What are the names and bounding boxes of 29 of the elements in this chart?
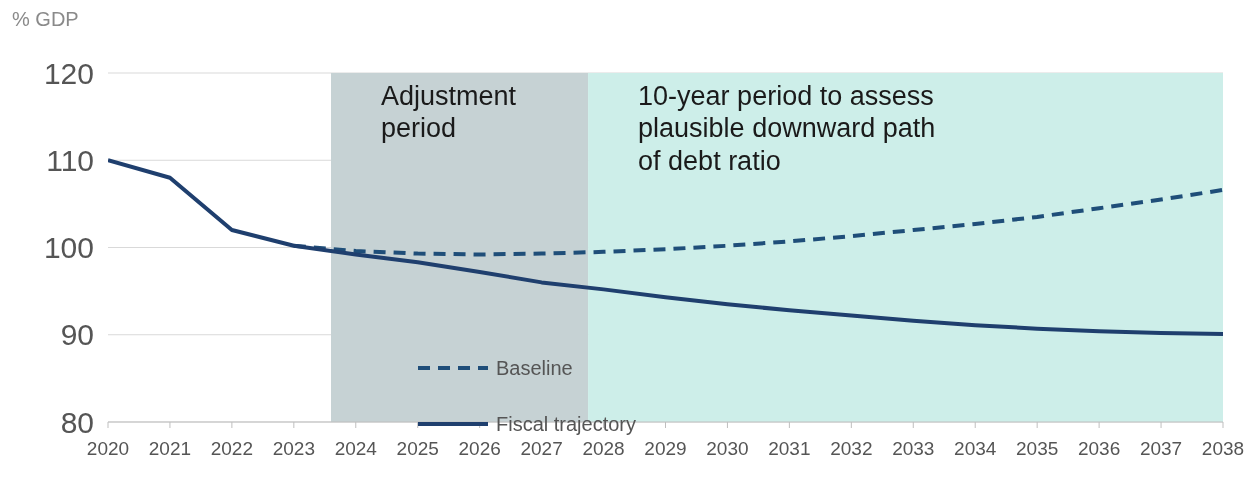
x-tick-label: 2020 <box>86 438 130 460</box>
x-tick-label: 2023 <box>272 438 315 460</box>
x-tick-label: 2021 <box>148 438 192 460</box>
y-axis-title: % GDP <box>12 8 79 31</box>
x-tick-label: 2032 <box>830 438 873 460</box>
x-tick-label: 2036 <box>1077 438 1121 460</box>
x-tick-label: 2025 <box>396 438 439 460</box>
x-tick-label: 2031 <box>768 438 811 460</box>
y-tick-label: 100 <box>43 231 94 265</box>
y-tick-label: 110 <box>46 143 94 177</box>
band-label: Adjustment period <box>381 81 517 144</box>
y-tick-label: 120 <box>43 56 94 90</box>
x-tick-label: 2038 <box>1201 438 1245 460</box>
x-tick-label: 2033 <box>892 438 935 460</box>
y-tick-label: 80 <box>60 405 94 439</box>
legend-label: Baseline <box>496 356 573 380</box>
band-label: 10-year period to assess plausible downward path of debt ratio <box>638 81 936 176</box>
x-tick-label: 2022 <box>210 438 254 460</box>
x-tick-label: 2029 <box>644 438 687 460</box>
x-tick-label: 2026 <box>458 438 501 460</box>
y-tick-label: 90 <box>60 318 94 352</box>
x-tick-label: 2035 <box>1016 438 1059 460</box>
legend-label: Fiscal trajectory <box>496 412 637 436</box>
x-tick-label: 2028 <box>582 438 625 460</box>
x-tick-label: 2024 <box>334 438 378 460</box>
x-tick-label: 2037 <box>1139 438 1183 460</box>
x-tick-label: 2034 <box>954 438 997 460</box>
x-tick-label: 2030 <box>706 438 749 460</box>
x-tick-label: 2027 <box>520 438 563 460</box>
